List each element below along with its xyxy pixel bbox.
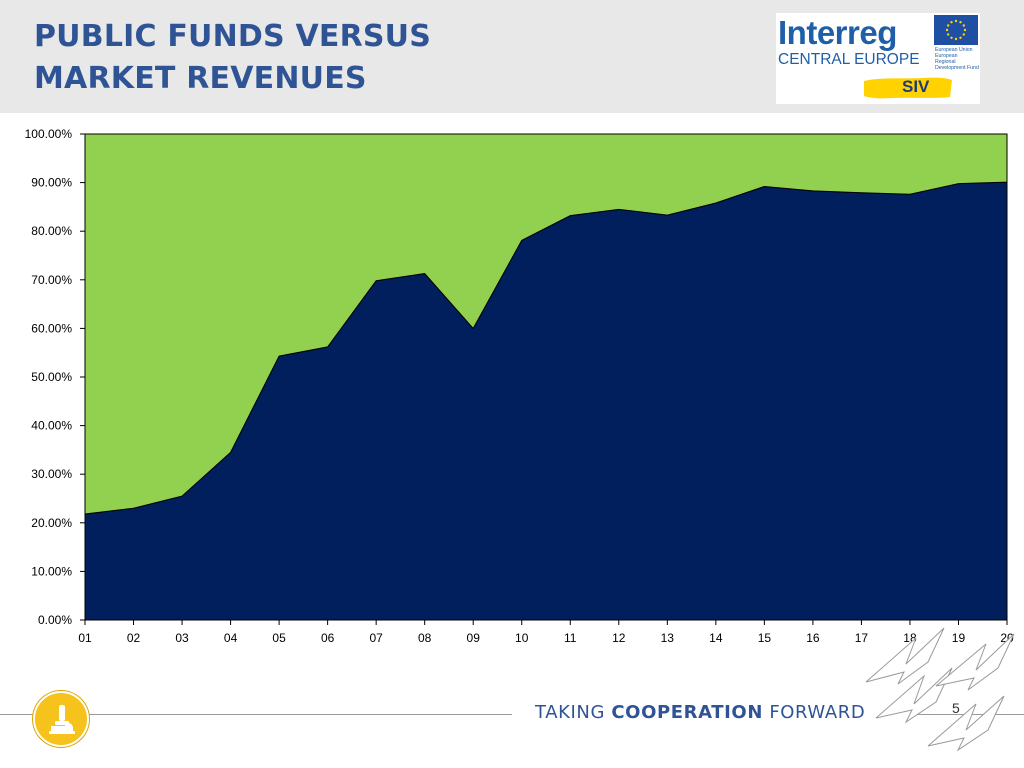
y-tick-label: 70.00%	[31, 273, 72, 287]
x-tick-label: 05	[272, 631, 286, 645]
x-tick-label: 12	[612, 631, 626, 645]
x-tick-label: 08	[418, 631, 432, 645]
x-tick-label: 02	[127, 631, 141, 645]
area-series-2	[84, 133, 1008, 515]
x-tick-label: 11	[564, 631, 577, 645]
x-tick-label: 10	[515, 631, 529, 645]
footer-divider	[0, 714, 512, 715]
title-line-2: MARKET REVENUES	[34, 61, 367, 96]
interreg-logo: Interreg CENTRAL EUROPE European Union E…	[776, 13, 980, 104]
logo-subtitle: CENTRAL EUROPE	[778, 51, 920, 68]
y-tick-label: 30.00%	[31, 467, 72, 481]
logo-brand: Interreg	[778, 14, 897, 51]
x-tick-label: 09	[467, 631, 481, 645]
tagline-emphasis: COOPERATION	[611, 702, 763, 723]
x-tick-label: 19	[952, 631, 966, 645]
eu-flag-icon	[934, 15, 978, 45]
y-tick-label: 20.00%	[31, 516, 72, 530]
y-tick-label: 0.00%	[38, 613, 72, 627]
project-logo-badge	[33, 691, 89, 747]
footer-tagline: TAKING COOPERATION FORWARD	[535, 701, 865, 725]
x-tick-label: 16	[806, 631, 820, 645]
y-tick-label: 40.00%	[31, 419, 72, 433]
x-tick-label: 07	[369, 631, 383, 645]
y-tick-label: 80.00%	[31, 224, 72, 238]
tagline-start: TAKING	[535, 702, 612, 723]
x-tick-label: 03	[175, 631, 189, 645]
x-tick-label: 04	[224, 631, 238, 645]
y-tick-label: 90.00%	[31, 176, 72, 190]
slide-title: PUBLIC FUNDS VERSUS MARKET REVENUES	[34, 16, 431, 100]
title-line-1: PUBLIC FUNDS VERSUS	[34, 19, 432, 54]
x-tick-label: 15	[758, 631, 772, 645]
x-tick-label: 01	[78, 631, 92, 645]
eu-funding-text: European Union European Regional Develop…	[935, 47, 979, 71]
x-tick-label: 17	[855, 631, 869, 645]
y-tick-label: 10.00%	[31, 564, 72, 578]
project-name: SIV	[902, 77, 930, 96]
y-tick-label: 50.00%	[31, 370, 72, 384]
project-badge: SIV	[862, 75, 954, 100]
page-number: 5	[952, 700, 960, 716]
y-tick-label: 100.00%	[25, 127, 73, 141]
x-tick-label: 06	[321, 631, 335, 645]
x-tick-label: 14	[709, 631, 723, 645]
microscope-icon	[49, 705, 75, 734]
tagline-end: FORWARD	[763, 702, 866, 723]
arrows-decoration-icon	[865, 627, 1015, 752]
x-tick-label: 13	[661, 631, 675, 645]
slide-header: PUBLIC FUNDS VERSUS MARKET REVENUES Inte…	[0, 0, 1024, 113]
area-chart: 0.00% 10.00% 20.00% 30.00% 40.00% 50.00% 60.00…	[25, 127, 1014, 645]
y-tick-label: 60.00%	[31, 321, 72, 335]
